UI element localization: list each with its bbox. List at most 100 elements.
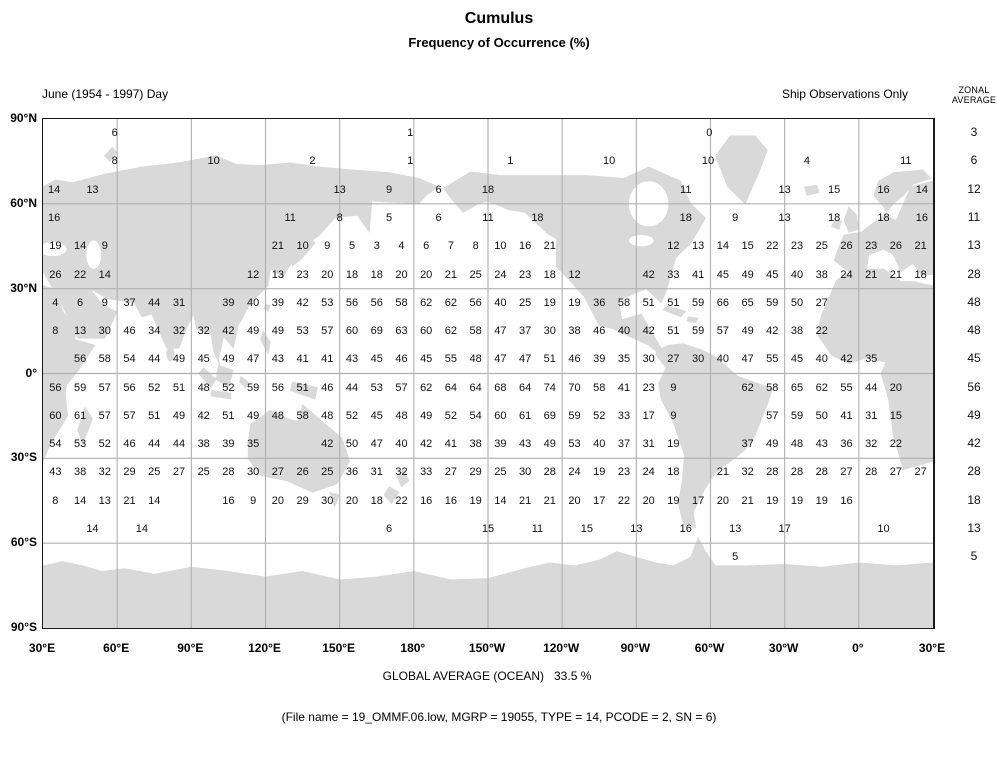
grid-cell-value: 14 bbox=[135, 523, 148, 536]
grid-cell-value: 16 bbox=[444, 494, 458, 507]
grid-cell-value: 41 bbox=[321, 353, 334, 366]
grid-cell-value: 40 bbox=[395, 438, 408, 451]
grid-cell-value: 51 bbox=[296, 381, 309, 394]
grid-cell-value: 42 bbox=[420, 438, 433, 451]
grid-cell-value: 55 bbox=[444, 353, 458, 366]
zonal-average-value: 45 bbox=[967, 351, 981, 366]
grid-cell-value: 25 bbox=[518, 296, 532, 309]
grid-cell-value: 57 bbox=[716, 325, 729, 338]
grid-cell-value: 21 bbox=[741, 494, 754, 507]
grid-cell-value: 47 bbox=[518, 353, 532, 366]
grid-cell-value: 13 bbox=[73, 325, 87, 338]
grid-cell-value: 33 bbox=[420, 466, 433, 479]
grid-cell-value: 54 bbox=[123, 353, 136, 366]
grid-cell-value: 16 bbox=[877, 183, 890, 196]
grid-cell-value: 48 bbox=[790, 438, 804, 451]
grid-cell-value: 49 bbox=[741, 325, 754, 338]
zonal-average-value: 48 bbox=[967, 323, 981, 338]
grid-cell-value: 20 bbox=[420, 268, 433, 281]
grid-cell-value: 42 bbox=[642, 325, 655, 338]
grid-cell-value: 16 bbox=[840, 494, 853, 507]
grid-cell-value: 53 bbox=[321, 296, 334, 309]
grid-cell-value: 8 bbox=[111, 155, 118, 168]
grid-cell-value: 52 bbox=[345, 409, 359, 422]
grid-cell-value: 39 bbox=[222, 296, 235, 309]
grid-cell-value: 30 bbox=[321, 494, 334, 507]
grid-cell-value: 31 bbox=[172, 296, 186, 309]
grid-cell-value: 18 bbox=[827, 211, 841, 224]
grid-cell-value: 51 bbox=[222, 409, 235, 422]
grid-cell-value: 48 bbox=[395, 409, 408, 422]
grid-cell-value: 14 bbox=[48, 183, 61, 196]
grid-cell-value: 61 bbox=[73, 409, 87, 422]
grid-cell-value: 32 bbox=[98, 466, 111, 479]
world-map-panel: 6 1 0 8 10 2 1 1 10 10 4 11 14 13 13 9 6 18 11 13 15 16 14 16 11… bbox=[42, 118, 935, 629]
grid-cell-value: 9 bbox=[670, 409, 677, 422]
grid-cell-value: 45 bbox=[766, 268, 779, 281]
grid-cell-value: 14 bbox=[148, 494, 161, 507]
grid-cell-value: 64 bbox=[518, 381, 532, 394]
grid-cell-value: 5 bbox=[386, 211, 393, 224]
grid-cell-value: 53 bbox=[568, 438, 581, 451]
grid-cell-value: 24 bbox=[494, 268, 507, 281]
grid-cell-value: 38 bbox=[790, 325, 804, 338]
grid-cell-value: 43 bbox=[345, 353, 359, 366]
grid-cell-value: 57 bbox=[98, 409, 111, 422]
grid-cell-value: 18 bbox=[345, 268, 359, 281]
grid-cell-value: 28 bbox=[865, 466, 878, 479]
grid-cell-value: 21 bbox=[914, 240, 927, 253]
grid-cell-value: 27 bbox=[667, 353, 680, 366]
grid-cell-value: 27 bbox=[271, 466, 284, 479]
grid-cell-value: 31 bbox=[370, 466, 383, 479]
grid-cell-value: 28 bbox=[766, 466, 779, 479]
grid-cell-value: 15 bbox=[481, 523, 495, 536]
grid-cell-value: 8 bbox=[52, 325, 59, 338]
grid-cell-value: 13 bbox=[778, 211, 791, 224]
grid-cell-value: 36 bbox=[840, 438, 853, 451]
grid-cell-value: 35 bbox=[247, 438, 260, 451]
grid-cell-value: 56 bbox=[469, 296, 482, 309]
grid-cell-value: 9 bbox=[386, 183, 393, 196]
grid-cell-value: 37 bbox=[518, 325, 532, 338]
grid-cell-value: 69 bbox=[543, 409, 556, 422]
grid-cell-value: 9 bbox=[670, 381, 677, 394]
grid-cell-value: 39 bbox=[593, 353, 606, 366]
grid-cell-value: 44 bbox=[172, 438, 186, 451]
grid-cell-value: 56 bbox=[73, 353, 87, 366]
grid-cell-value: 9 bbox=[324, 240, 331, 253]
file-info-label: (File name = 19_OMMF.06.low, MGRP = 1905… bbox=[281, 710, 717, 724]
grid-cell-value: 45 bbox=[370, 409, 383, 422]
zonal-average-value: 6 bbox=[970, 153, 978, 168]
grid-cell-value: 49 bbox=[543, 438, 556, 451]
grid-cell-value: 8 bbox=[52, 494, 59, 507]
grid-cell-value: 32 bbox=[172, 325, 186, 338]
grid-cell-value: 16 bbox=[48, 211, 61, 224]
grid-cell-value: 49 bbox=[172, 353, 186, 366]
grid-cell-value: 10 bbox=[701, 155, 715, 168]
grid-cell-value: 19 bbox=[469, 494, 482, 507]
grid-cell-value: 13 bbox=[98, 494, 111, 507]
grid-cell-value: 19 bbox=[667, 438, 680, 451]
grid-cell-value: 13 bbox=[692, 240, 705, 253]
grid-cell-value: 60 bbox=[49, 409, 62, 422]
grid-cell-value: 61 bbox=[518, 409, 532, 422]
world-map bbox=[43, 119, 933, 628]
grid-cell-value: 43 bbox=[271, 353, 284, 366]
grid-cell-value: 45 bbox=[370, 353, 383, 366]
grid-cell-value: 65 bbox=[790, 381, 804, 394]
grid-cell-value: 17 bbox=[593, 494, 606, 507]
grid-cell-value: 56 bbox=[345, 296, 359, 309]
grid-cell-value: 60 bbox=[420, 325, 433, 338]
grid-cell-value: 10 bbox=[603, 155, 616, 168]
grid-cell-value: 30 bbox=[518, 466, 532, 479]
lat-label: 60°N bbox=[10, 195, 37, 210]
grid-cell-value: 18 bbox=[877, 211, 890, 224]
grid-cell-value: 36 bbox=[593, 296, 606, 309]
grid-cell-value: 56 bbox=[123, 381, 136, 394]
grid-cell-value: 20 bbox=[271, 494, 284, 507]
grid-cell-value: 21 bbox=[889, 268, 903, 281]
grid-cell-value: 19 bbox=[568, 296, 581, 309]
zonal-average-header: ZONAL AVERAGE bbox=[950, 85, 998, 105]
grid-cell-value: 58 bbox=[98, 353, 111, 366]
grid-cell-value: 14 bbox=[86, 523, 99, 536]
